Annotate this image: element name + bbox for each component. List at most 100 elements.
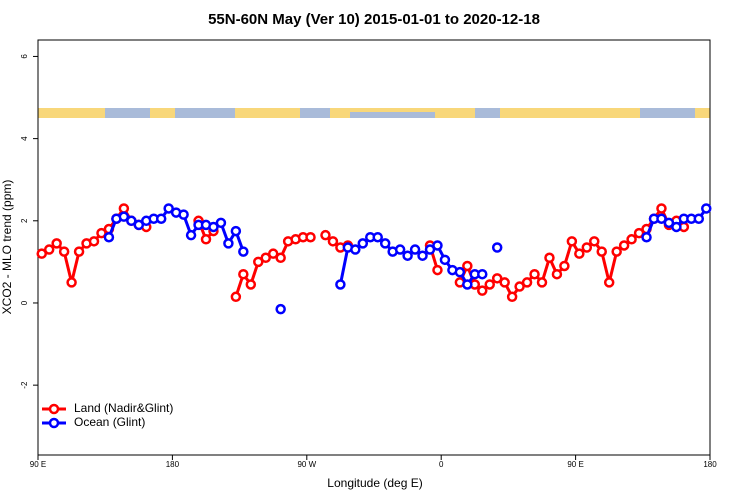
point — [58, 246, 70, 257]
point — [223, 238, 234, 249]
y-tick-label: -2 — [20, 381, 29, 389]
point — [118, 203, 130, 214]
point — [566, 236, 578, 247]
point — [514, 281, 525, 292]
y-tick-label: 0 — [20, 300, 29, 305]
point — [432, 264, 443, 276]
point — [477, 285, 488, 296]
legend-label: Ocean (Glint) — [74, 415, 145, 429]
point — [335, 279, 346, 290]
point — [394, 244, 406, 255]
point — [260, 252, 271, 264]
point — [275, 303, 286, 315]
point — [238, 268, 249, 280]
world-map-strip — [38, 108, 710, 118]
point — [36, 248, 47, 259]
point — [693, 213, 705, 224]
point — [506, 291, 518, 303]
point — [409, 244, 421, 255]
point — [417, 250, 428, 261]
point — [372, 231, 383, 243]
point — [663, 217, 675, 229]
point — [208, 221, 219, 233]
point — [350, 244, 361, 255]
point — [439, 254, 451, 266]
point — [671, 221, 682, 233]
point — [656, 203, 667, 214]
point — [596, 246, 607, 257]
point — [462, 279, 473, 290]
point — [103, 231, 115, 243]
point — [275, 252, 286, 264]
point — [581, 242, 593, 253]
point — [230, 291, 242, 303]
point — [43, 244, 55, 255]
point — [267, 248, 279, 259]
point — [163, 203, 174, 214]
point — [626, 234, 637, 245]
x-tick-label: 180 — [166, 460, 180, 469]
map-sea — [105, 108, 150, 118]
x-axis-label: Longitude (deg E) — [327, 476, 422, 490]
point — [238, 246, 249, 257]
point — [230, 225, 242, 237]
x-tick-label: 180 — [703, 460, 717, 469]
point — [51, 238, 62, 249]
point — [200, 234, 212, 245]
map-sea — [175, 108, 235, 118]
point — [432, 240, 443, 251]
point — [559, 260, 570, 272]
point — [633, 227, 645, 239]
point — [185, 229, 197, 241]
x-tick-label: 90 W — [297, 460, 316, 469]
point — [66, 277, 77, 288]
map-sea — [350, 112, 435, 118]
point — [544, 252, 555, 264]
point — [96, 227, 107, 239]
map-sea — [640, 108, 695, 118]
point — [536, 277, 548, 288]
point — [641, 231, 652, 243]
point — [529, 268, 540, 280]
point — [320, 229, 331, 241]
point — [357, 238, 369, 249]
point — [477, 268, 488, 280]
legend-marker — [48, 403, 60, 415]
point — [133, 219, 145, 231]
point — [491, 273, 503, 284]
point — [462, 260, 473, 272]
point — [215, 217, 227, 229]
point — [245, 279, 257, 290]
point — [305, 231, 316, 243]
point — [379, 238, 391, 249]
x-tick-label: 90 E — [567, 460, 583, 469]
point — [603, 277, 615, 288]
y-tick-label: 6 — [20, 54, 29, 59]
y-tick-label: 4 — [20, 136, 29, 141]
point — [402, 250, 413, 261]
point — [327, 236, 339, 247]
point — [424, 244, 436, 255]
x-tick-label: 90 E — [30, 460, 46, 469]
point — [178, 209, 189, 220]
point — [611, 246, 622, 257]
point — [155, 213, 167, 224]
legend-marker — [48, 417, 60, 429]
point — [88, 236, 100, 247]
plot-frame — [37, 39, 711, 456]
y-tick-label: 2 — [20, 218, 29, 223]
point — [551, 268, 563, 280]
y-axis-label: XCO2 - MLO trend (ppm) — [0, 180, 14, 315]
map-sea — [475, 108, 500, 118]
point — [574, 248, 585, 259]
point — [618, 240, 630, 251]
point — [454, 266, 466, 278]
point — [701, 203, 712, 214]
point — [491, 242, 503, 253]
point — [126, 215, 137, 227]
point — [589, 236, 600, 247]
map-sea — [300, 108, 330, 118]
x-tick-label: 0 — [439, 460, 444, 469]
